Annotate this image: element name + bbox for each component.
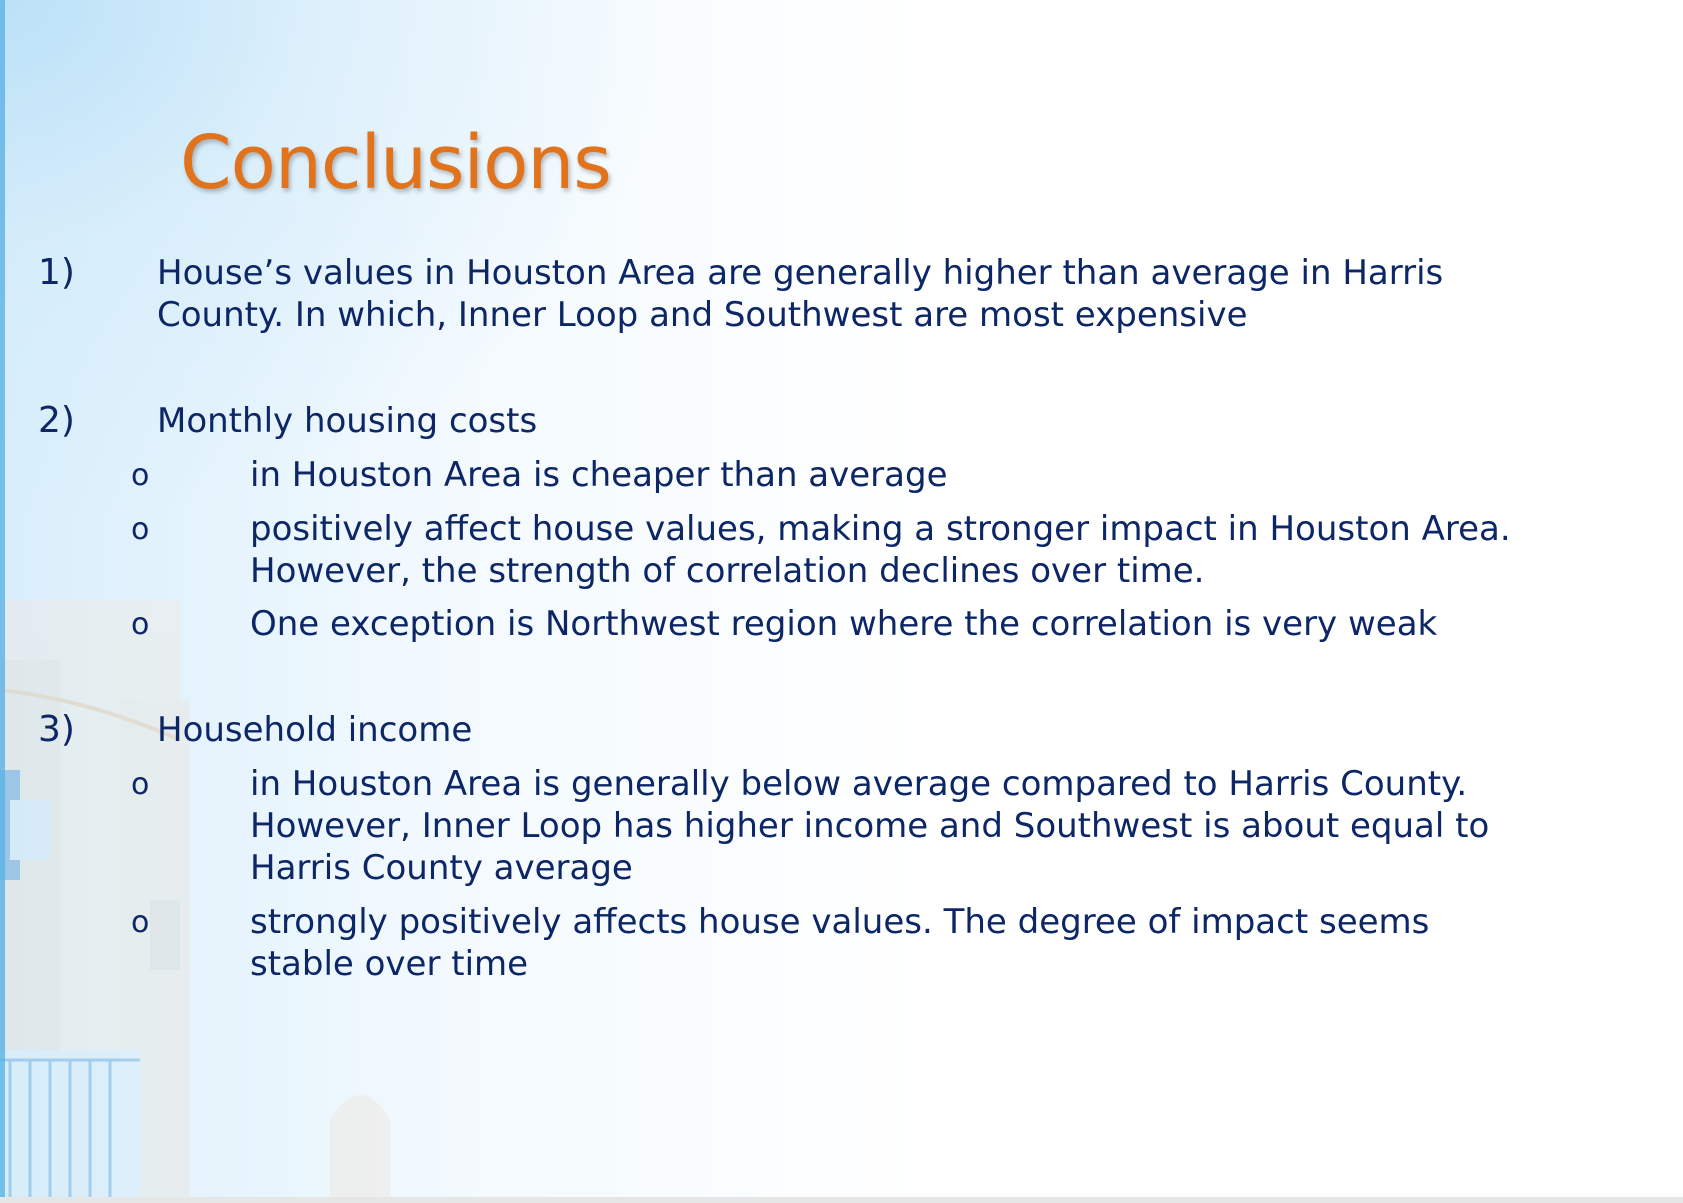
- point-2-sub-2-line-2: However, the strength of correlation dec…: [250, 551, 1205, 591]
- point-2-sub-1-line-1: in Houston Area is cheaper than average: [250, 455, 948, 495]
- point-3-sub-1-line-3: Harris County average: [250, 848, 633, 888]
- point-3-sub-1-line-2: However, Inner Loop has higher income an…: [250, 806, 1490, 846]
- point-3-sub-1-line-1: in Houston Area is generally below avera…: [250, 764, 1468, 804]
- point-2-sub-3-line-1: One exception is Northwest region where …: [250, 604, 1438, 644]
- bullet-marker: o: [131, 458, 150, 493]
- bullet-marker: o: [131, 767, 150, 802]
- point-1-number: 1): [38, 252, 75, 293]
- point-1-line-1: House’s values in Houston Area are gener…: [157, 253, 1444, 293]
- point-2-heading: Monthly housing costs: [157, 401, 538, 441]
- slide-title: Conclusions: [180, 120, 612, 206]
- slide-bottom-border: [0, 1197, 1683, 1203]
- point-3-sub-2-line-2: stable over time: [250, 944, 529, 984]
- point-1-line-2: County. In which, Inner Loop and Southwe…: [157, 295, 1248, 335]
- bullet-marker: o: [131, 607, 150, 642]
- point-3-number: 3): [38, 709, 75, 750]
- point-2-number: 2): [38, 400, 75, 441]
- point-3-sub-2-line-1: strongly positively affects house values…: [250, 902, 1430, 942]
- point-3-heading: Household income: [157, 710, 473, 750]
- point-2-sub-2-line-1: positively affect house values, making a…: [250, 509, 1511, 549]
- bullet-marker: o: [131, 905, 150, 940]
- bullet-marker: o: [131, 512, 150, 547]
